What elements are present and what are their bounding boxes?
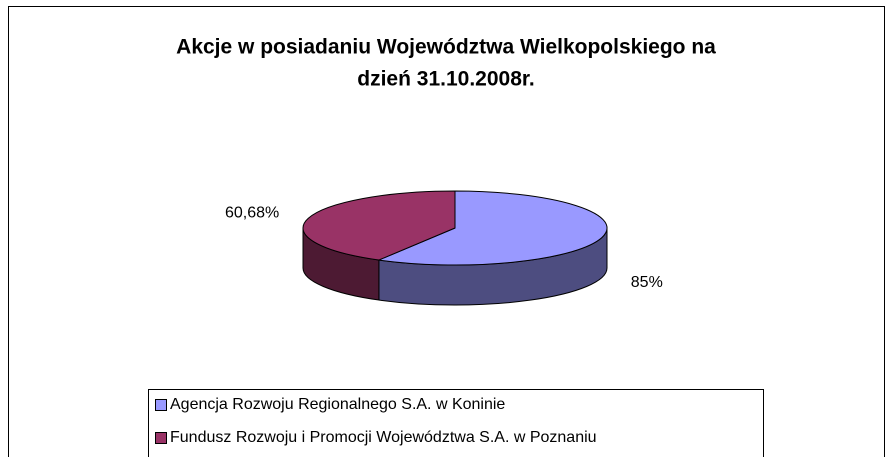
pie-slice (377, 190, 608, 266)
data-label: 60,68% (225, 204, 279, 221)
legend-label: Fundusz Rozwoju i Promocji Województwa S… (170, 429, 597, 446)
legend-box (148, 389, 764, 457)
legend-swatch (155, 432, 167, 444)
data-label: 85% (631, 274, 663, 291)
pie-slice (302, 190, 456, 261)
chart-title: Akcje w posiadaniu Województwa Wielkopol… (176, 36, 716, 59)
chart-title: dzień 31.10.2008r. (357, 68, 534, 91)
chart-border (8, 6, 885, 457)
legend-swatch (155, 399, 167, 411)
legend-label: Agencja Rozwoju Regionalnego S.A. w Koni… (170, 396, 505, 413)
